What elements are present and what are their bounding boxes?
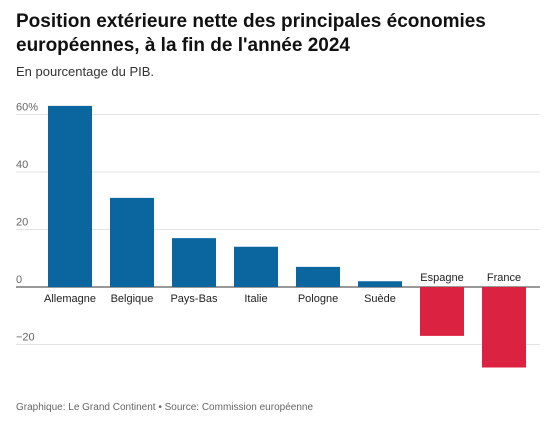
y-tick-label: 60% (16, 102, 38, 114)
y-tick-label: 20 (16, 217, 28, 229)
chart-footer: Graphique: Le Grand Continent • Source: … (16, 402, 314, 413)
y-tick-label: −20 (16, 332, 35, 344)
category-label: Pologne (298, 293, 338, 305)
category-label: Pays-Bas (170, 293, 218, 305)
y-tick-label: 40 (16, 159, 28, 171)
category-label: Espagne (420, 272, 463, 284)
bar-pologne (296, 266, 340, 287)
category-label: Suède (364, 293, 396, 305)
bars (48, 105, 526, 368)
labels: −20 0 20 40 60% Allemagne Belgique Pays-Bas Ital… (16, 102, 521, 344)
bar-allemagne (48, 105, 92, 287)
y-tick-label: 0 (16, 274, 22, 286)
bar-pays-bas (172, 238, 216, 287)
category-label: France (487, 272, 521, 284)
chart-subtitle: En pourcentage du PIB. (16, 64, 155, 79)
bar-italie (234, 246, 278, 287)
bar-belgique (110, 197, 154, 287)
bar-su-de (358, 281, 402, 287)
bar-espagne (420, 287, 464, 336)
category-label: Allemagne (44, 293, 96, 305)
category-label: Belgique (111, 293, 154, 305)
bar-france (482, 287, 526, 368)
chart-title: Position extérieure nette des principale… (16, 11, 486, 56)
category-label: Italie (244, 293, 267, 305)
